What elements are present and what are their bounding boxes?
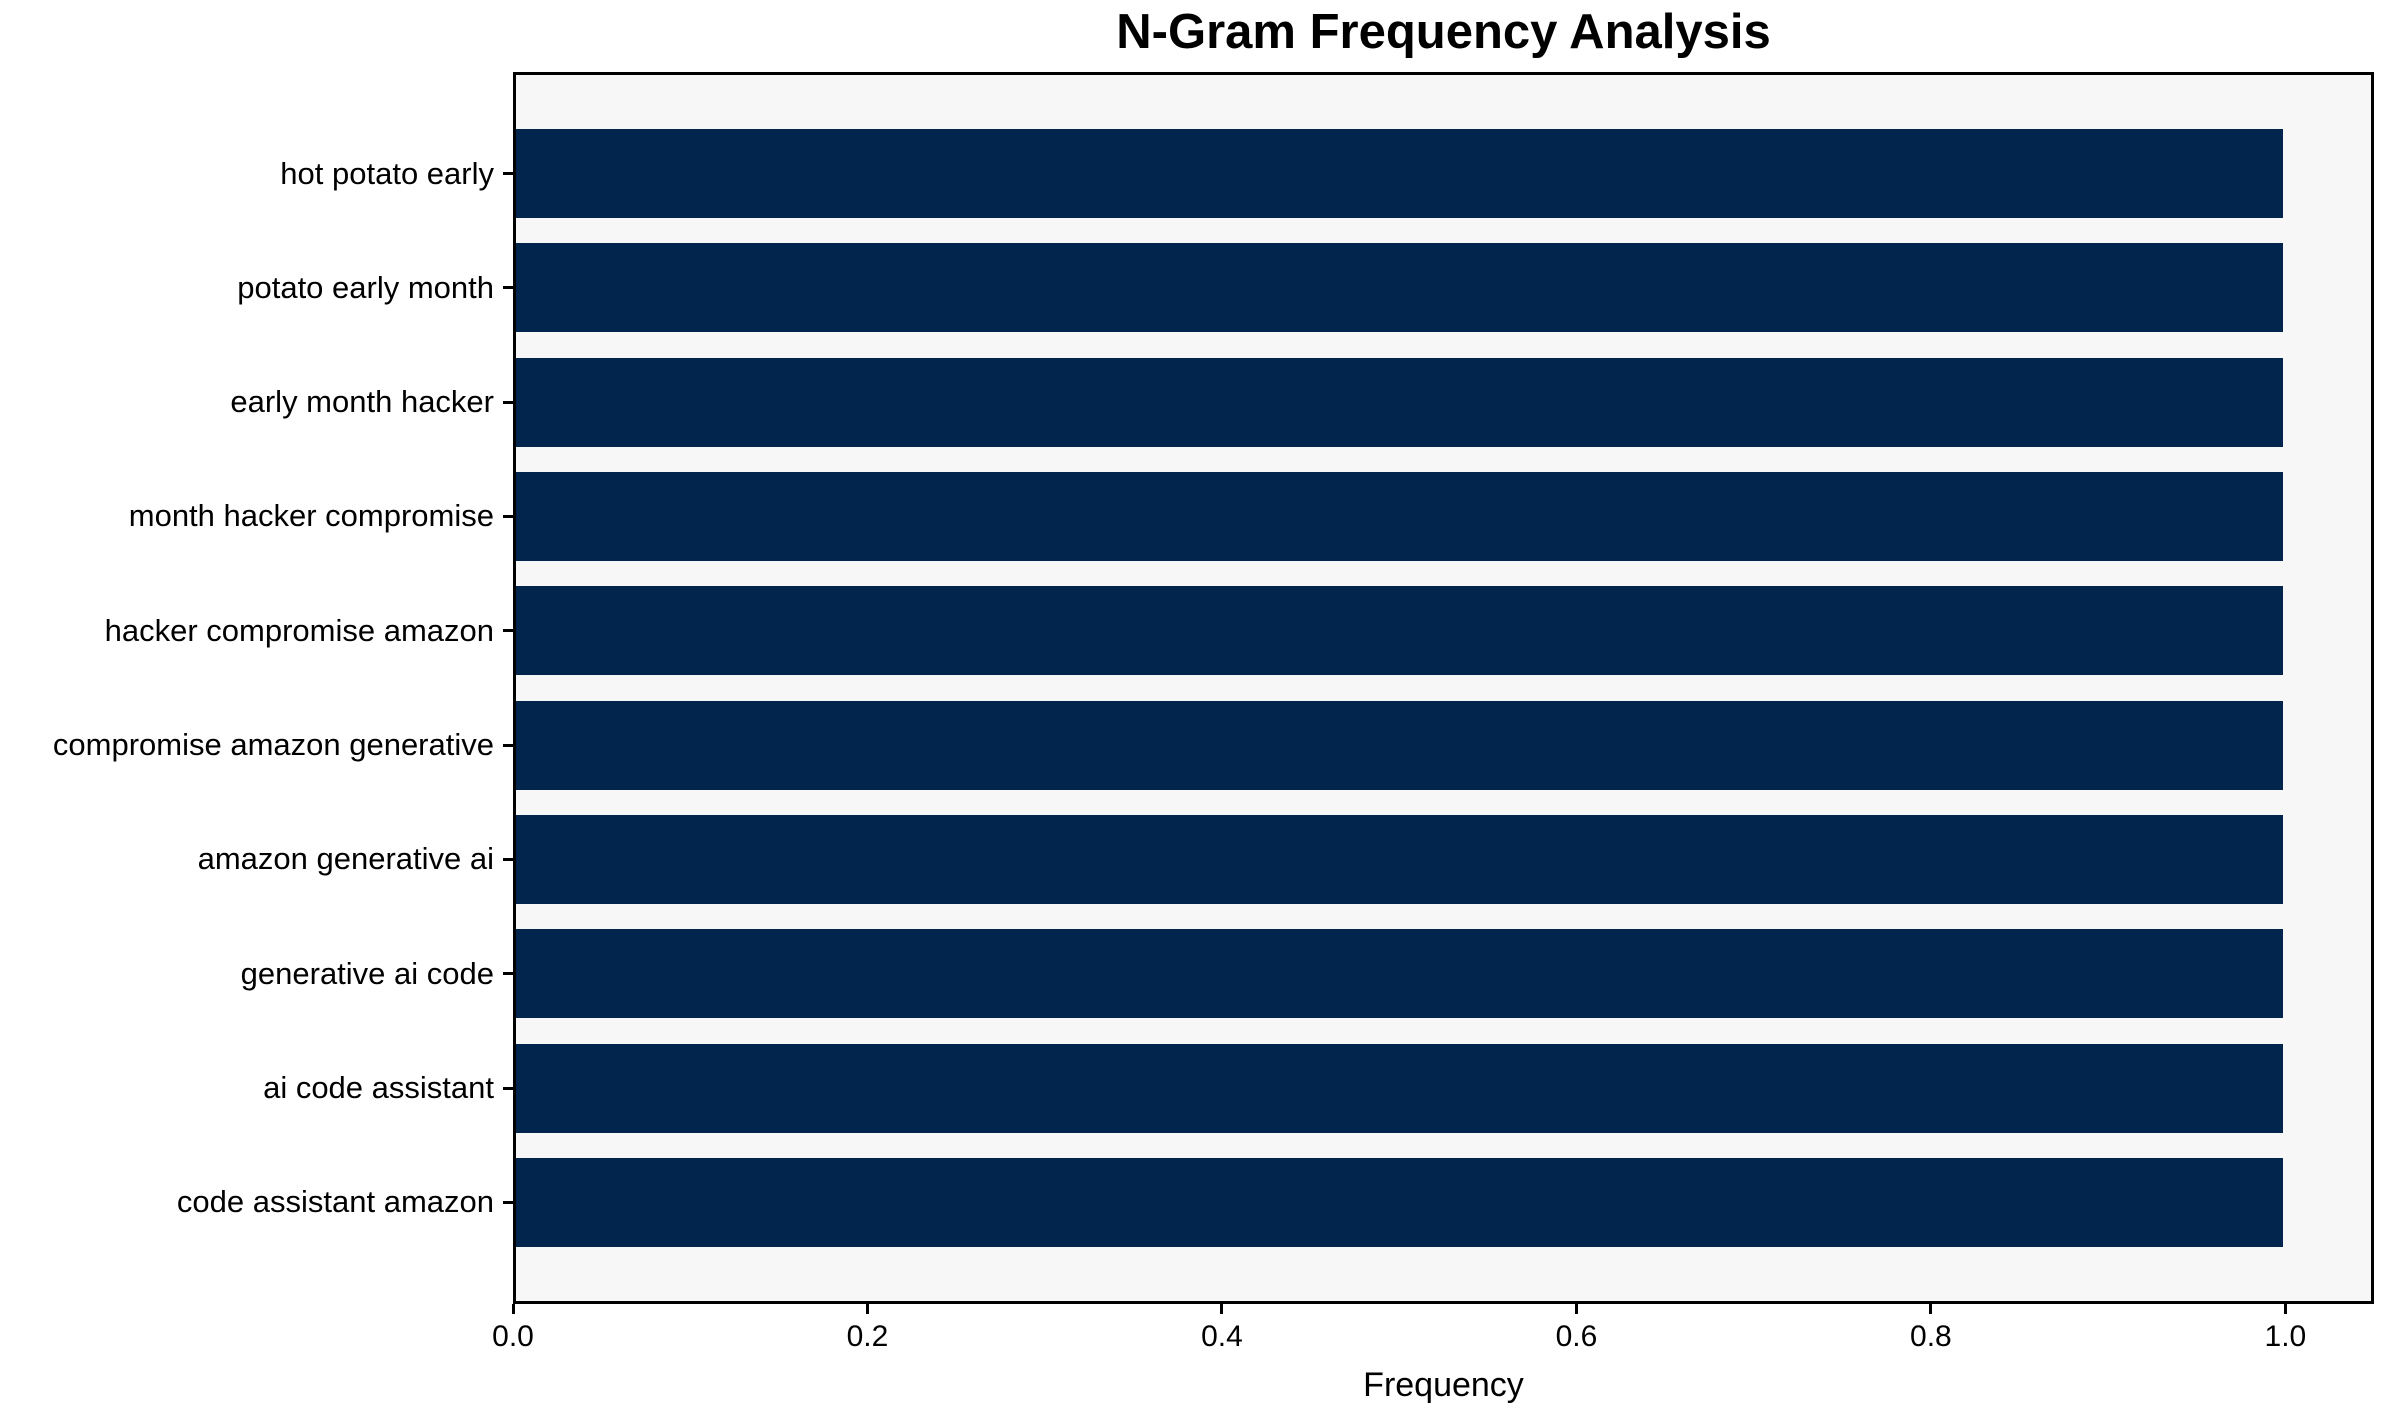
frequency-bar (516, 814, 2283, 904)
x-axis-title: Frequency (1363, 1366, 1524, 1404)
x-tick-label: 0.2 (846, 1320, 889, 1353)
x-tick-label: 0.6 (1555, 1320, 1598, 1353)
y-axis-label: generative ai code (240, 955, 494, 991)
y-tick-mark (503, 629, 513, 633)
y-tick-mark (503, 286, 513, 290)
y-tick-mark (503, 1086, 513, 1090)
frequency-bar (516, 700, 2283, 790)
bar-row: generative ai code (0, 929, 2394, 1019)
bar-rows-layer: hot potato early potato early month early … (0, 72, 2394, 1304)
y-tick-mark (503, 400, 513, 404)
bar-row: compromise amazon generative (0, 700, 2394, 790)
frequency-bar (516, 929, 2283, 1019)
frequency-bar (516, 357, 2283, 447)
x-tick-label: 0.0 (492, 1320, 534, 1353)
x-tick-mark (1574, 1304, 1578, 1314)
y-axis-label: hot potato early (280, 155, 494, 191)
y-tick-mark (503, 743, 513, 747)
y-axis-label: code assistant amazon (176, 1184, 494, 1220)
y-axis-label: potato early month (237, 269, 494, 305)
y-axis-label: hacker compromise amazon (104, 612, 494, 648)
bar-row: month hacker compromise (0, 471, 2394, 561)
y-axis-label: month hacker compromise (128, 498, 494, 534)
y-tick-mark (503, 972, 513, 976)
y-tick-mark (503, 857, 513, 861)
bar-row: early month hacker (0, 357, 2394, 447)
x-tick-label: 0.4 (1201, 1320, 1243, 1353)
frequency-bar (516, 1043, 2283, 1133)
y-axis-label: amazon generative ai (197, 841, 494, 877)
bar-row: code assistant amazon (0, 1157, 2394, 1247)
frequency-bar (516, 1157, 2283, 1247)
x-tick-label: 1.0 (2264, 1320, 2307, 1353)
bar-row: amazon generative ai (0, 814, 2394, 904)
y-tick-mark (503, 514, 513, 518)
y-tick-mark (503, 1200, 513, 1204)
y-tick-mark (503, 172, 513, 175)
bar-row: potato early month (0, 243, 2394, 333)
y-axis-label: ai code assistant (263, 1070, 494, 1106)
chart-title: N-Gram Frequency Analysis (1116, 5, 1771, 59)
bar-row: ai code assistant (0, 1043, 2394, 1133)
frequency-bar (516, 243, 2283, 333)
frequency-bar (516, 586, 2283, 676)
x-tick-label: 0.8 (1910, 1320, 1952, 1353)
bar-row: hacker compromise amazon (0, 586, 2394, 676)
x-tick-mark (1929, 1304, 1933, 1314)
x-tick-mark (1220, 1304, 1224, 1314)
frequency-bar (516, 129, 2283, 218)
x-tick-mark (2283, 1304, 2287, 1314)
x-tick-mark (511, 1304, 515, 1314)
bar-row: hot potato early (0, 129, 2394, 218)
y-axis-label: compromise amazon generative (52, 727, 494, 763)
frequency-bar (516, 471, 2283, 561)
y-axis-label: early month hacker (230, 384, 494, 420)
x-tick-mark (865, 1304, 869, 1314)
